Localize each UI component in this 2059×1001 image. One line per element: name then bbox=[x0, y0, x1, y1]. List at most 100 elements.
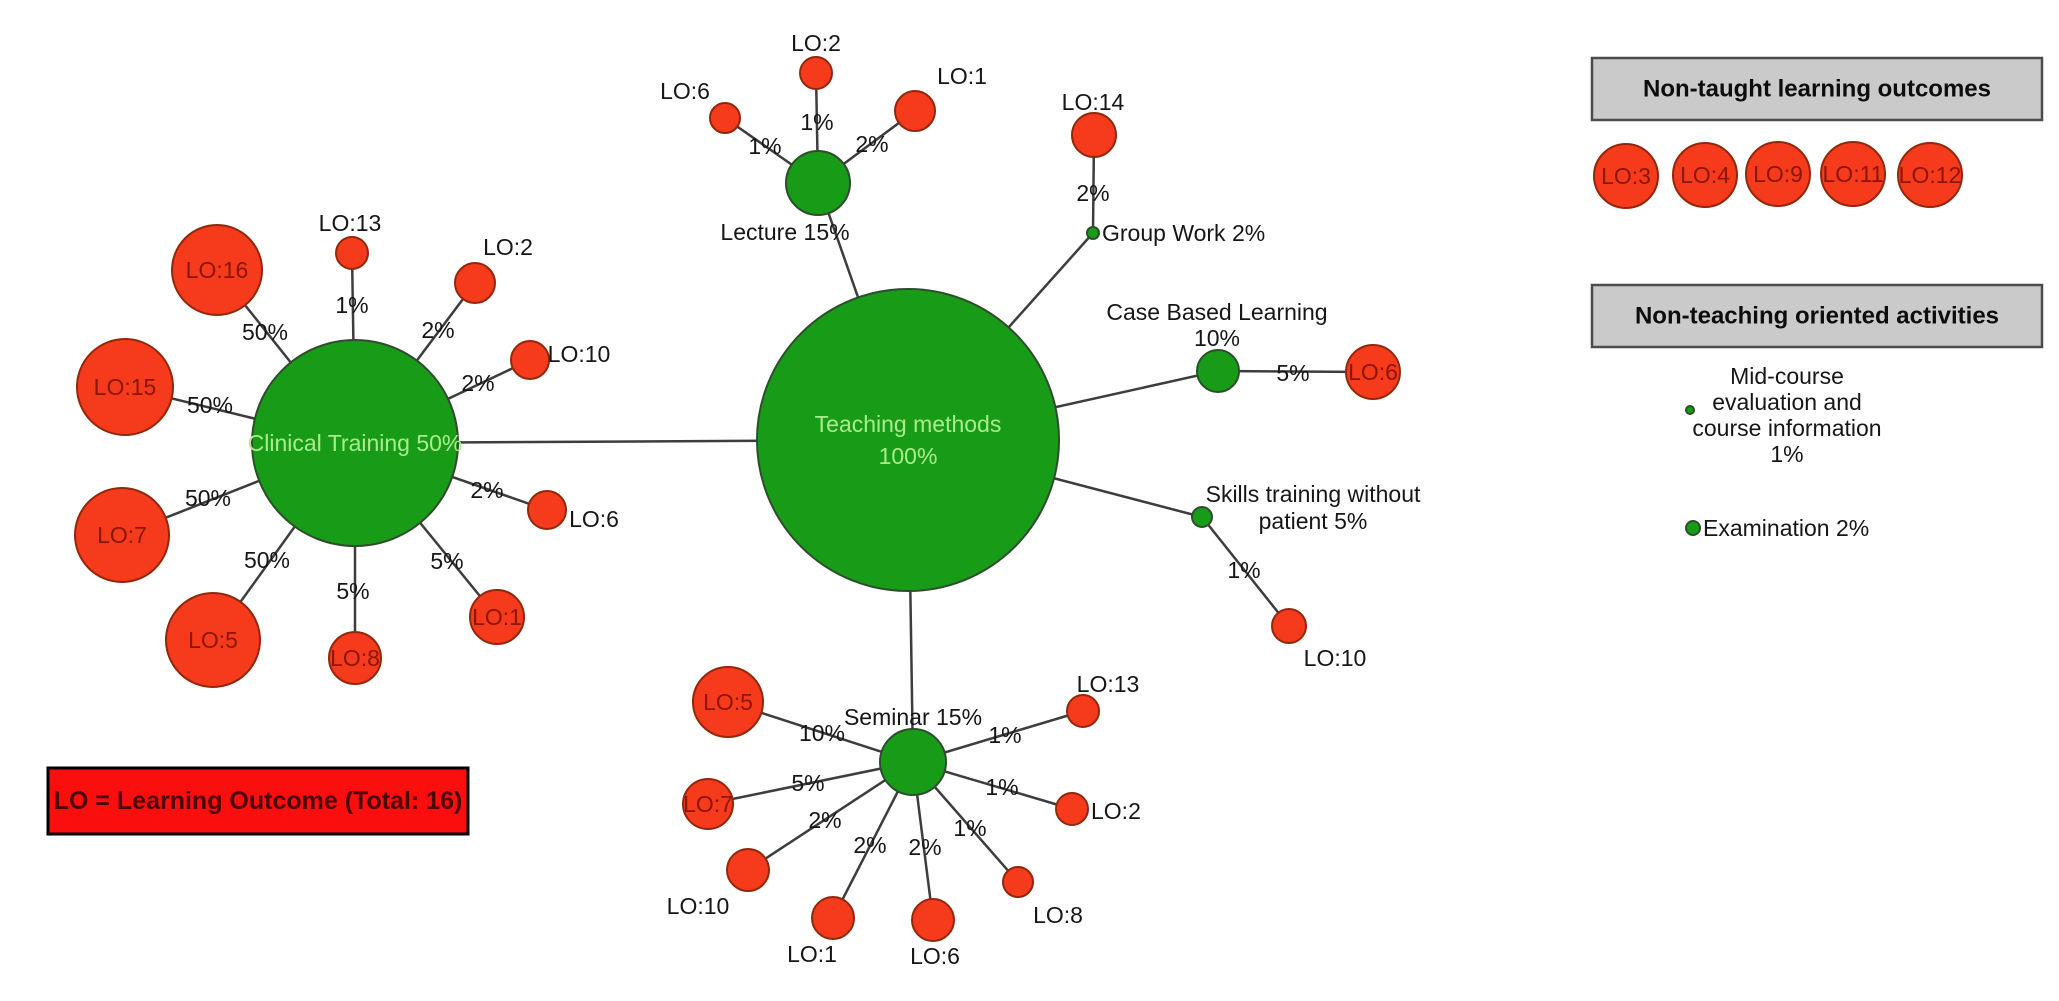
node-lecture bbox=[785, 150, 851, 216]
node-label-seminar-lo6: LO:6 bbox=[910, 943, 960, 969]
node-lecture-lo1 bbox=[894, 90, 936, 132]
examination-label: Examination 2% bbox=[1703, 515, 1869, 541]
node-label-seminar: Seminar 15% bbox=[844, 704, 982, 730]
node-seminar-lo8 bbox=[1002, 866, 1034, 898]
node-clinical-lo16 bbox=[171, 224, 263, 316]
node-clinical-lo15 bbox=[76, 338, 174, 436]
node-label-lecture: Lecture 15% bbox=[720, 219, 849, 245]
node-label-clinical-training: Clinical Training 50% bbox=[248, 430, 463, 456]
node-label-clinical-lo7: LO:7 bbox=[97, 522, 147, 548]
node-clinical-lo7 bbox=[74, 487, 170, 583]
node-label-clinical-lo10: LO:10 bbox=[548, 341, 611, 367]
node-seminar-lo2 bbox=[1055, 792, 1089, 826]
node-clinical-lo10 bbox=[510, 340, 550, 380]
node-seminar-lo1 bbox=[811, 896, 855, 940]
node-seminar-lo10 bbox=[726, 848, 770, 892]
edge-labels-layer: 50% 1% 2% 2% 2% 50% 50% 50% 5% 5% 1% 1% 2% 2% 5% 1% 10% 5… bbox=[185, 109, 1310, 860]
edge-percent-case-based-learning--casebased-lo6: 5% bbox=[1276, 360, 1309, 386]
node-case-based-learning bbox=[1196, 349, 1240, 393]
node-label-skills-lo10: LO:10 bbox=[1304, 645, 1367, 671]
non-teaching-title: Non-teaching oriented activities bbox=[1635, 303, 1999, 330]
node-label-clinical-lo16: LO:16 bbox=[186, 257, 249, 283]
node-label-lecture-lo6: LO:6 bbox=[660, 78, 710, 104]
node-label-clinical-lo6: LO:6 bbox=[569, 506, 619, 532]
legend-non-taught: Non-taught learning outcomes LO:3 LO:4 LO:… bbox=[1590, 56, 2044, 209]
node-label-clinical-lo1: LO:1 bbox=[472, 604, 522, 630]
node-seminar-lo6 bbox=[911, 898, 955, 942]
edge-percent-clinical-training--clinical-lo6: 2% bbox=[470, 477, 503, 503]
key-box bbox=[46, 766, 470, 836]
node-seminar-lo7 bbox=[682, 778, 734, 830]
node-label-seminar-lo8: LO:8 bbox=[1033, 902, 1083, 928]
node-clinical-lo5 bbox=[165, 592, 261, 688]
node-seminar-lo13 bbox=[1066, 694, 1100, 728]
non-teaching-items: Mid-course evaluation and course informati… bbox=[1685, 363, 1882, 541]
non-taught-circle-label-0: LO:3 bbox=[1601, 163, 1651, 189]
non-taught-circle-lo12 bbox=[1897, 142, 1963, 208]
node-lecture-lo2 bbox=[799, 56, 833, 90]
edge-percent-seminar--seminar-lo5: 10% bbox=[799, 720, 845, 746]
edge-percent-seminar--seminar-lo13: 1% bbox=[988, 722, 1021, 748]
non-teaching-title-box bbox=[1590, 283, 2044, 349]
node-label-teaching-methods: Teaching methods 100% bbox=[815, 411, 1002, 469]
edge-percent-clinical-training--clinical-lo1: 5% bbox=[430, 548, 463, 574]
edge-percent-group-work--groupwork-lo14: 2% bbox=[1076, 180, 1109, 206]
edge-percent-seminar--seminar-lo1: 2% bbox=[853, 832, 886, 858]
node-clinical-lo8 bbox=[328, 631, 382, 685]
mid-course-evaluation-label: Mid-course evaluation and course informati… bbox=[1692, 363, 1881, 467]
edge-skills-training--skills-lo10 bbox=[1201, 516, 1290, 627]
node-label-seminar-lo13: LO:13 bbox=[1077, 671, 1140, 697]
non-taught-title-box bbox=[1590, 56, 2044, 122]
node-lecture-lo6 bbox=[709, 102, 741, 134]
node-group-work bbox=[1086, 226, 1100, 240]
node-label-lecture-lo1: LO:1 bbox=[937, 63, 987, 89]
non-taught-circle-lo4 bbox=[1672, 142, 1738, 208]
edge-percent-lecture--lecture-lo2: 1% bbox=[800, 109, 833, 135]
node-label-casebased-lo6: LO:6 bbox=[1348, 359, 1398, 385]
legend-non-teaching: Non-teaching oriented activities Mid-cou… bbox=[1590, 283, 2044, 541]
node-casebased-lo6 bbox=[1345, 344, 1401, 400]
edge-percent-skills-training--skills-lo10: 1% bbox=[1227, 557, 1260, 583]
node-label-group-work: Group Work 2% bbox=[1102, 220, 1265, 246]
edge-percent-clinical-training--clinical-lo13: 1% bbox=[335, 292, 368, 318]
node-seminar bbox=[879, 728, 947, 796]
edge-percent-seminar--seminar-lo7: 5% bbox=[791, 770, 824, 796]
edge-percent-clinical-training--clinical-lo15: 50% bbox=[187, 392, 233, 418]
edge-seminar--seminar-lo7 bbox=[707, 760, 914, 806]
node-seminar-lo5 bbox=[692, 666, 764, 738]
non-taught-circles: LO:3 LO:4 LO:9 LO:11 LO:12 bbox=[1593, 141, 1963, 209]
node-label-clinical-lo8: LO:8 bbox=[330, 645, 380, 671]
node-label-clinical-lo15: LO:15 bbox=[94, 374, 157, 400]
node-label-clinical-lo13: LO:13 bbox=[319, 210, 382, 236]
non-taught-circle-label-3: LO:11 bbox=[1823, 161, 1884, 187]
node-clinical-training bbox=[251, 339, 459, 547]
non-taught-circle-lo9 bbox=[1745, 141, 1811, 207]
node-teaching-methods bbox=[756, 288, 1060, 592]
edge-percent-seminar--seminar-lo2: 1% bbox=[985, 774, 1018, 800]
node-label-clinical-lo2: LO:2 bbox=[483, 234, 533, 260]
edge-percent-lecture--lecture-lo6: 1% bbox=[748, 133, 781, 159]
node-label-seminar-lo1: LO:1 bbox=[787, 941, 837, 967]
node-clinical-lo6 bbox=[527, 490, 567, 530]
non-taught-circle-lo11 bbox=[1820, 141, 1886, 207]
node-labels-layer: Teaching methods 100% Clinical Training 50… bbox=[94, 30, 1421, 969]
node-skills-training bbox=[1191, 506, 1213, 528]
node-label-seminar-lo5: LO:5 bbox=[703, 689, 753, 715]
node-label-groupwork-lo14: LO:14 bbox=[1062, 89, 1125, 115]
non-taught-circle-lo3 bbox=[1593, 143, 1659, 209]
edge-percent-seminar--seminar-lo8: 1% bbox=[953, 815, 986, 841]
node-groupwork-lo14 bbox=[1071, 112, 1117, 158]
edge-percent-seminar--seminar-lo6: 2% bbox=[908, 834, 941, 860]
key-legend: LO = Learning Outcome (Total: 16) bbox=[46, 766, 470, 836]
edge-percent-clinical-training--clinical-lo5: 50% bbox=[244, 547, 290, 573]
edge-percent-seminar--seminar-lo10: 2% bbox=[808, 807, 841, 833]
non-taught-circle-label-4: LO:12 bbox=[1899, 162, 1962, 188]
node-label-lecture-lo2: LO:2 bbox=[791, 30, 841, 56]
node-skills-lo10 bbox=[1271, 608, 1307, 644]
edge-percent-lecture--lecture-lo1: 2% bbox=[855, 131, 888, 157]
edge-percent-clinical-training--clinical-lo10: 2% bbox=[461, 370, 494, 396]
nodes-layer bbox=[74, 56, 1401, 942]
non-taught-circle-label-1: LO:4 bbox=[1680, 162, 1730, 188]
node-clinical-lo1 bbox=[469, 589, 525, 645]
